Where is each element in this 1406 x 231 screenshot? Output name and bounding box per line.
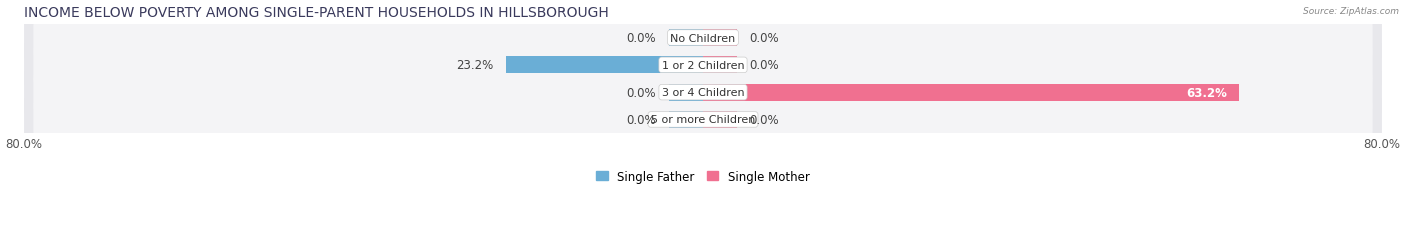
Text: No Children: No Children (671, 33, 735, 43)
Text: 0.0%: 0.0% (749, 32, 779, 45)
Bar (669, 84, 703, 101)
FancyBboxPatch shape (24, 40, 1382, 91)
Text: 0.0%: 0.0% (749, 113, 779, 126)
Text: 0.0%: 0.0% (627, 32, 657, 45)
Text: 0.0%: 0.0% (627, 113, 657, 126)
Text: 0.0%: 0.0% (627, 86, 657, 99)
Text: INCOME BELOW POVERTY AMONG SINGLE-PARENT HOUSEHOLDS IN HILLSBOROUGH: INCOME BELOW POVERTY AMONG SINGLE-PARENT… (24, 6, 609, 19)
Text: 5 or more Children: 5 or more Children (651, 115, 755, 125)
Text: 63.2%: 63.2% (1185, 86, 1226, 99)
FancyBboxPatch shape (24, 13, 1382, 64)
FancyBboxPatch shape (34, 71, 1372, 114)
Text: 3 or 4 Children: 3 or 4 Children (662, 88, 744, 98)
FancyBboxPatch shape (34, 98, 1372, 142)
Text: Source: ZipAtlas.com: Source: ZipAtlas.com (1303, 7, 1399, 16)
Text: 1 or 2 Children: 1 or 2 Children (662, 61, 744, 70)
Bar (669, 30, 703, 47)
Text: 0.0%: 0.0% (749, 59, 779, 72)
Bar (703, 57, 737, 74)
Bar (506, 57, 703, 74)
Legend: Single Father, Single Mother: Single Father, Single Mother (592, 165, 814, 187)
FancyBboxPatch shape (34, 44, 1372, 87)
Bar (703, 30, 737, 47)
FancyBboxPatch shape (34, 17, 1372, 60)
FancyBboxPatch shape (24, 95, 1382, 145)
Bar (703, 112, 737, 128)
FancyBboxPatch shape (24, 68, 1382, 118)
Bar (669, 112, 703, 128)
Text: 23.2%: 23.2% (456, 59, 494, 72)
Bar (703, 84, 1239, 101)
